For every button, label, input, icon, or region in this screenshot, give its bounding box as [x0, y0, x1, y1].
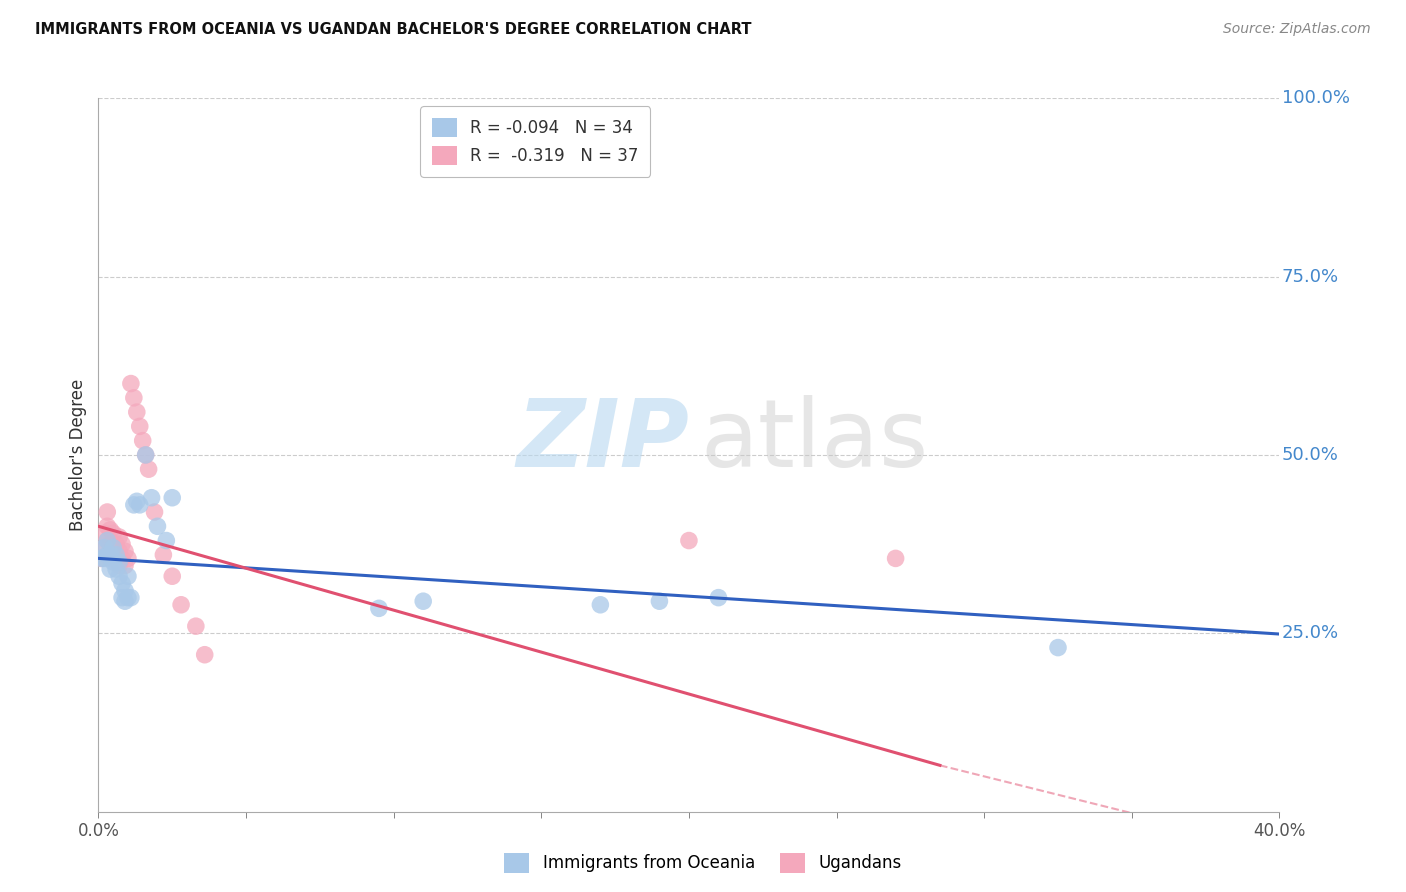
Point: [678, 533, 700, 548]
Point: [90, 551, 112, 566]
Point: [117, 591, 139, 605]
Point: [105, 562, 128, 576]
Point: [141, 491, 163, 505]
Point: [884, 551, 907, 566]
Point: [368, 601, 391, 615]
Point: [114, 558, 136, 573]
Point: [707, 591, 730, 605]
Point: [98, 551, 121, 566]
Point: [146, 519, 169, 533]
Point: [155, 533, 177, 548]
Text: Source: ZipAtlas.com: Source: ZipAtlas.com: [1223, 22, 1371, 37]
Point: [105, 537, 128, 551]
Point: [105, 551, 128, 566]
Text: atlas: atlas: [700, 394, 929, 487]
Text: IMMIGRANTS FROM OCEANIA VS UGANDAN BACHELOR'S DEGREE CORRELATION CHART: IMMIGRANTS FROM OCEANIA VS UGANDAN BACHE…: [35, 22, 752, 37]
Point: [117, 569, 139, 583]
Point: [114, 594, 136, 608]
Point: [117, 551, 139, 566]
Point: [108, 544, 131, 558]
Point: [93, 541, 115, 555]
Point: [96, 533, 118, 548]
Point: [108, 530, 131, 544]
Point: [90, 551, 112, 566]
Point: [1046, 640, 1069, 655]
Point: [108, 569, 131, 583]
Point: [111, 591, 134, 605]
Point: [125, 494, 148, 508]
Point: [170, 598, 193, 612]
Point: [96, 505, 118, 519]
Point: [128, 419, 150, 434]
Point: [108, 558, 131, 573]
Point: [122, 391, 145, 405]
Point: [111, 537, 134, 551]
Point: [96, 548, 118, 562]
Point: [143, 505, 166, 519]
Point: [162, 569, 183, 583]
Point: [125, 405, 148, 419]
Point: [96, 519, 118, 533]
Point: [120, 376, 142, 391]
Point: [98, 562, 121, 576]
Point: [138, 462, 160, 476]
Point: [103, 526, 125, 541]
Text: 50.0%: 50.0%: [1282, 446, 1339, 464]
Point: [98, 537, 121, 551]
Point: [194, 648, 217, 662]
Point: [103, 541, 125, 555]
Point: [93, 541, 115, 555]
Point: [98, 523, 121, 537]
Point: [96, 533, 118, 548]
Point: [589, 598, 612, 612]
Point: [412, 594, 434, 608]
Point: [162, 491, 183, 505]
Point: [184, 619, 207, 633]
Point: [103, 555, 125, 569]
Point: [98, 548, 121, 562]
Point: [135, 448, 157, 462]
Point: [114, 583, 136, 598]
Point: [103, 541, 125, 555]
Legend: Immigrants from Oceania, Ugandans: Immigrants from Oceania, Ugandans: [498, 847, 908, 880]
Point: [122, 498, 145, 512]
Point: [103, 551, 125, 566]
Point: [105, 548, 128, 562]
Point: [120, 591, 142, 605]
Point: [114, 544, 136, 558]
Legend: R = -0.094   N = 34, R =  -0.319   N = 37: R = -0.094 N = 34, R = -0.319 N = 37: [420, 106, 651, 177]
Point: [152, 548, 174, 562]
Point: [93, 551, 115, 566]
Point: [132, 434, 155, 448]
Y-axis label: Bachelor's Degree: Bachelor's Degree: [69, 379, 87, 531]
Point: [128, 498, 150, 512]
Point: [135, 448, 157, 462]
Text: 100.0%: 100.0%: [1282, 89, 1350, 107]
Point: [648, 594, 671, 608]
Point: [111, 576, 134, 591]
Text: 25.0%: 25.0%: [1282, 624, 1339, 642]
Point: [108, 555, 131, 569]
Text: 75.0%: 75.0%: [1282, 268, 1339, 285]
Point: [93, 526, 115, 541]
Text: ZIP: ZIP: [516, 394, 689, 487]
Point: [111, 551, 134, 566]
